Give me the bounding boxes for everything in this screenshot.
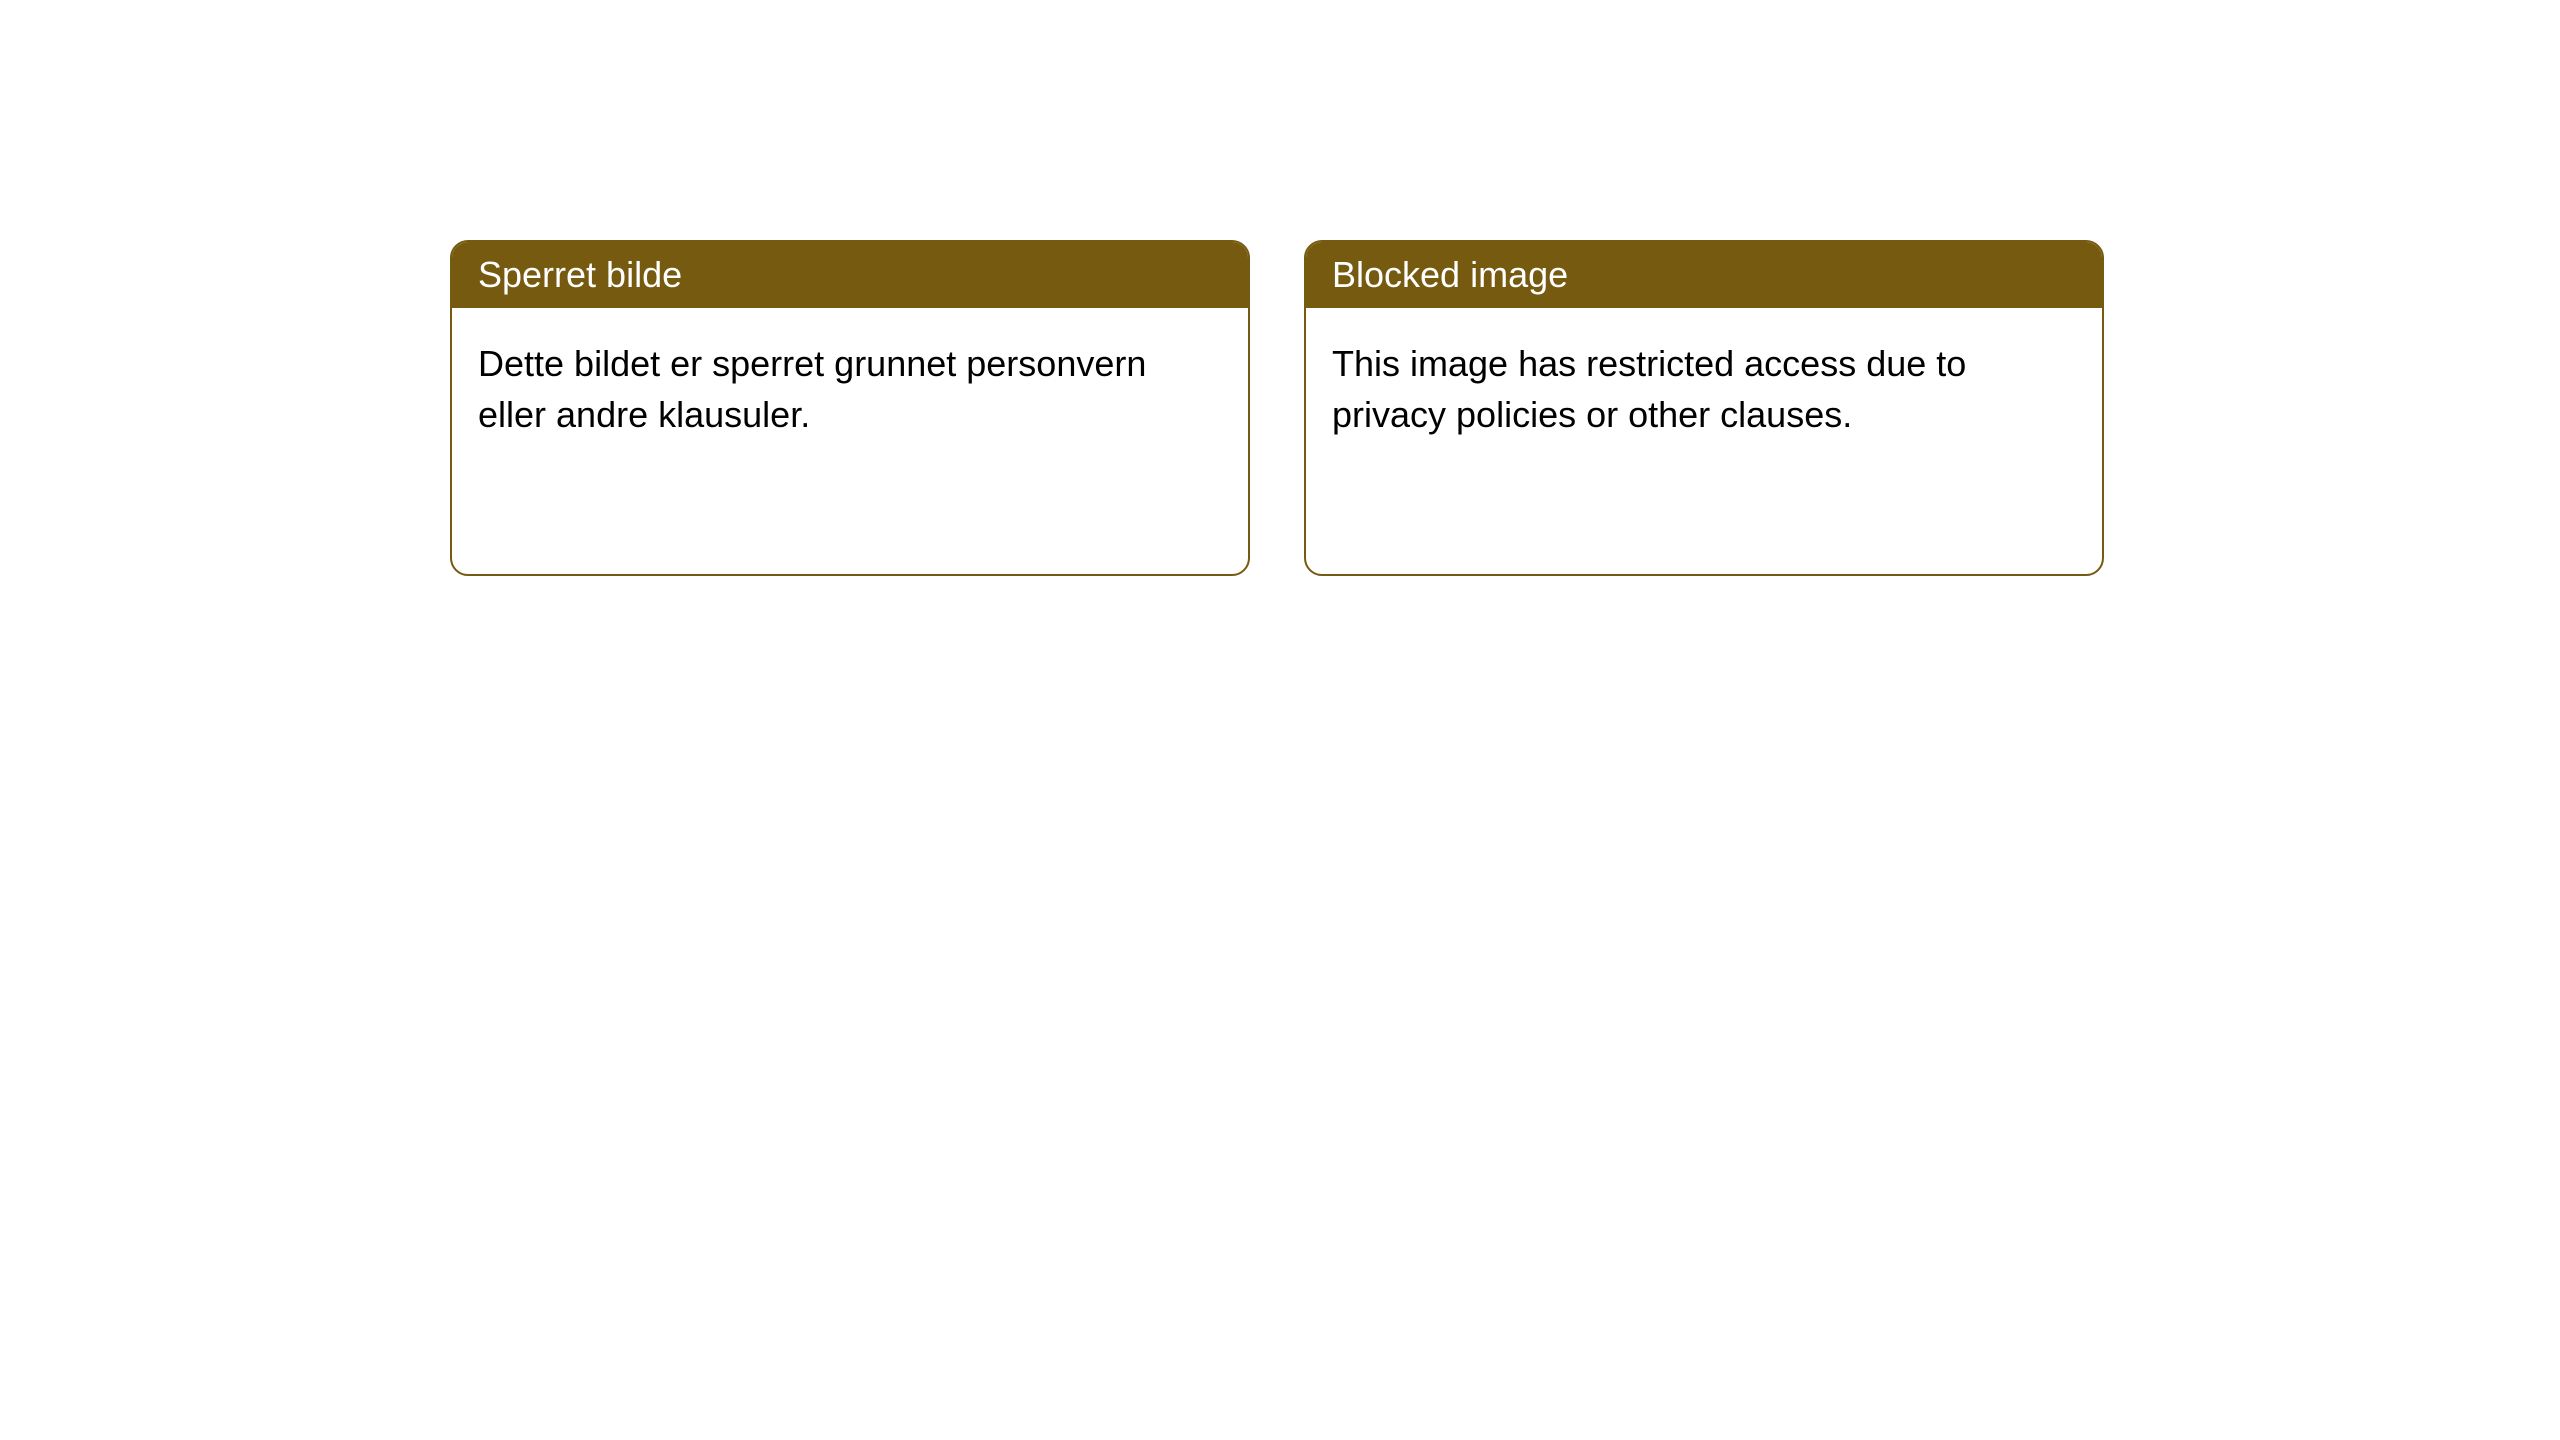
notice-title: Sperret bilde <box>478 254 682 295</box>
notice-header: Blocked image <box>1306 242 2102 308</box>
notice-title: Blocked image <box>1332 254 1568 295</box>
notice-container: Sperret bilde Dette bildet er sperret gr… <box>450 240 2104 576</box>
notice-card-norwegian: Sperret bilde Dette bildet er sperret gr… <box>450 240 1250 576</box>
notice-body-text: This image has restricted access due to … <box>1332 343 1966 435</box>
notice-card-english: Blocked image This image has restricted … <box>1304 240 2104 576</box>
notice-body: This image has restricted access due to … <box>1306 308 2102 471</box>
notice-body-text: Dette bildet er sperret grunnet personve… <box>478 343 1146 435</box>
notice-body: Dette bildet er sperret grunnet personve… <box>452 308 1248 471</box>
notice-header: Sperret bilde <box>452 242 1248 308</box>
